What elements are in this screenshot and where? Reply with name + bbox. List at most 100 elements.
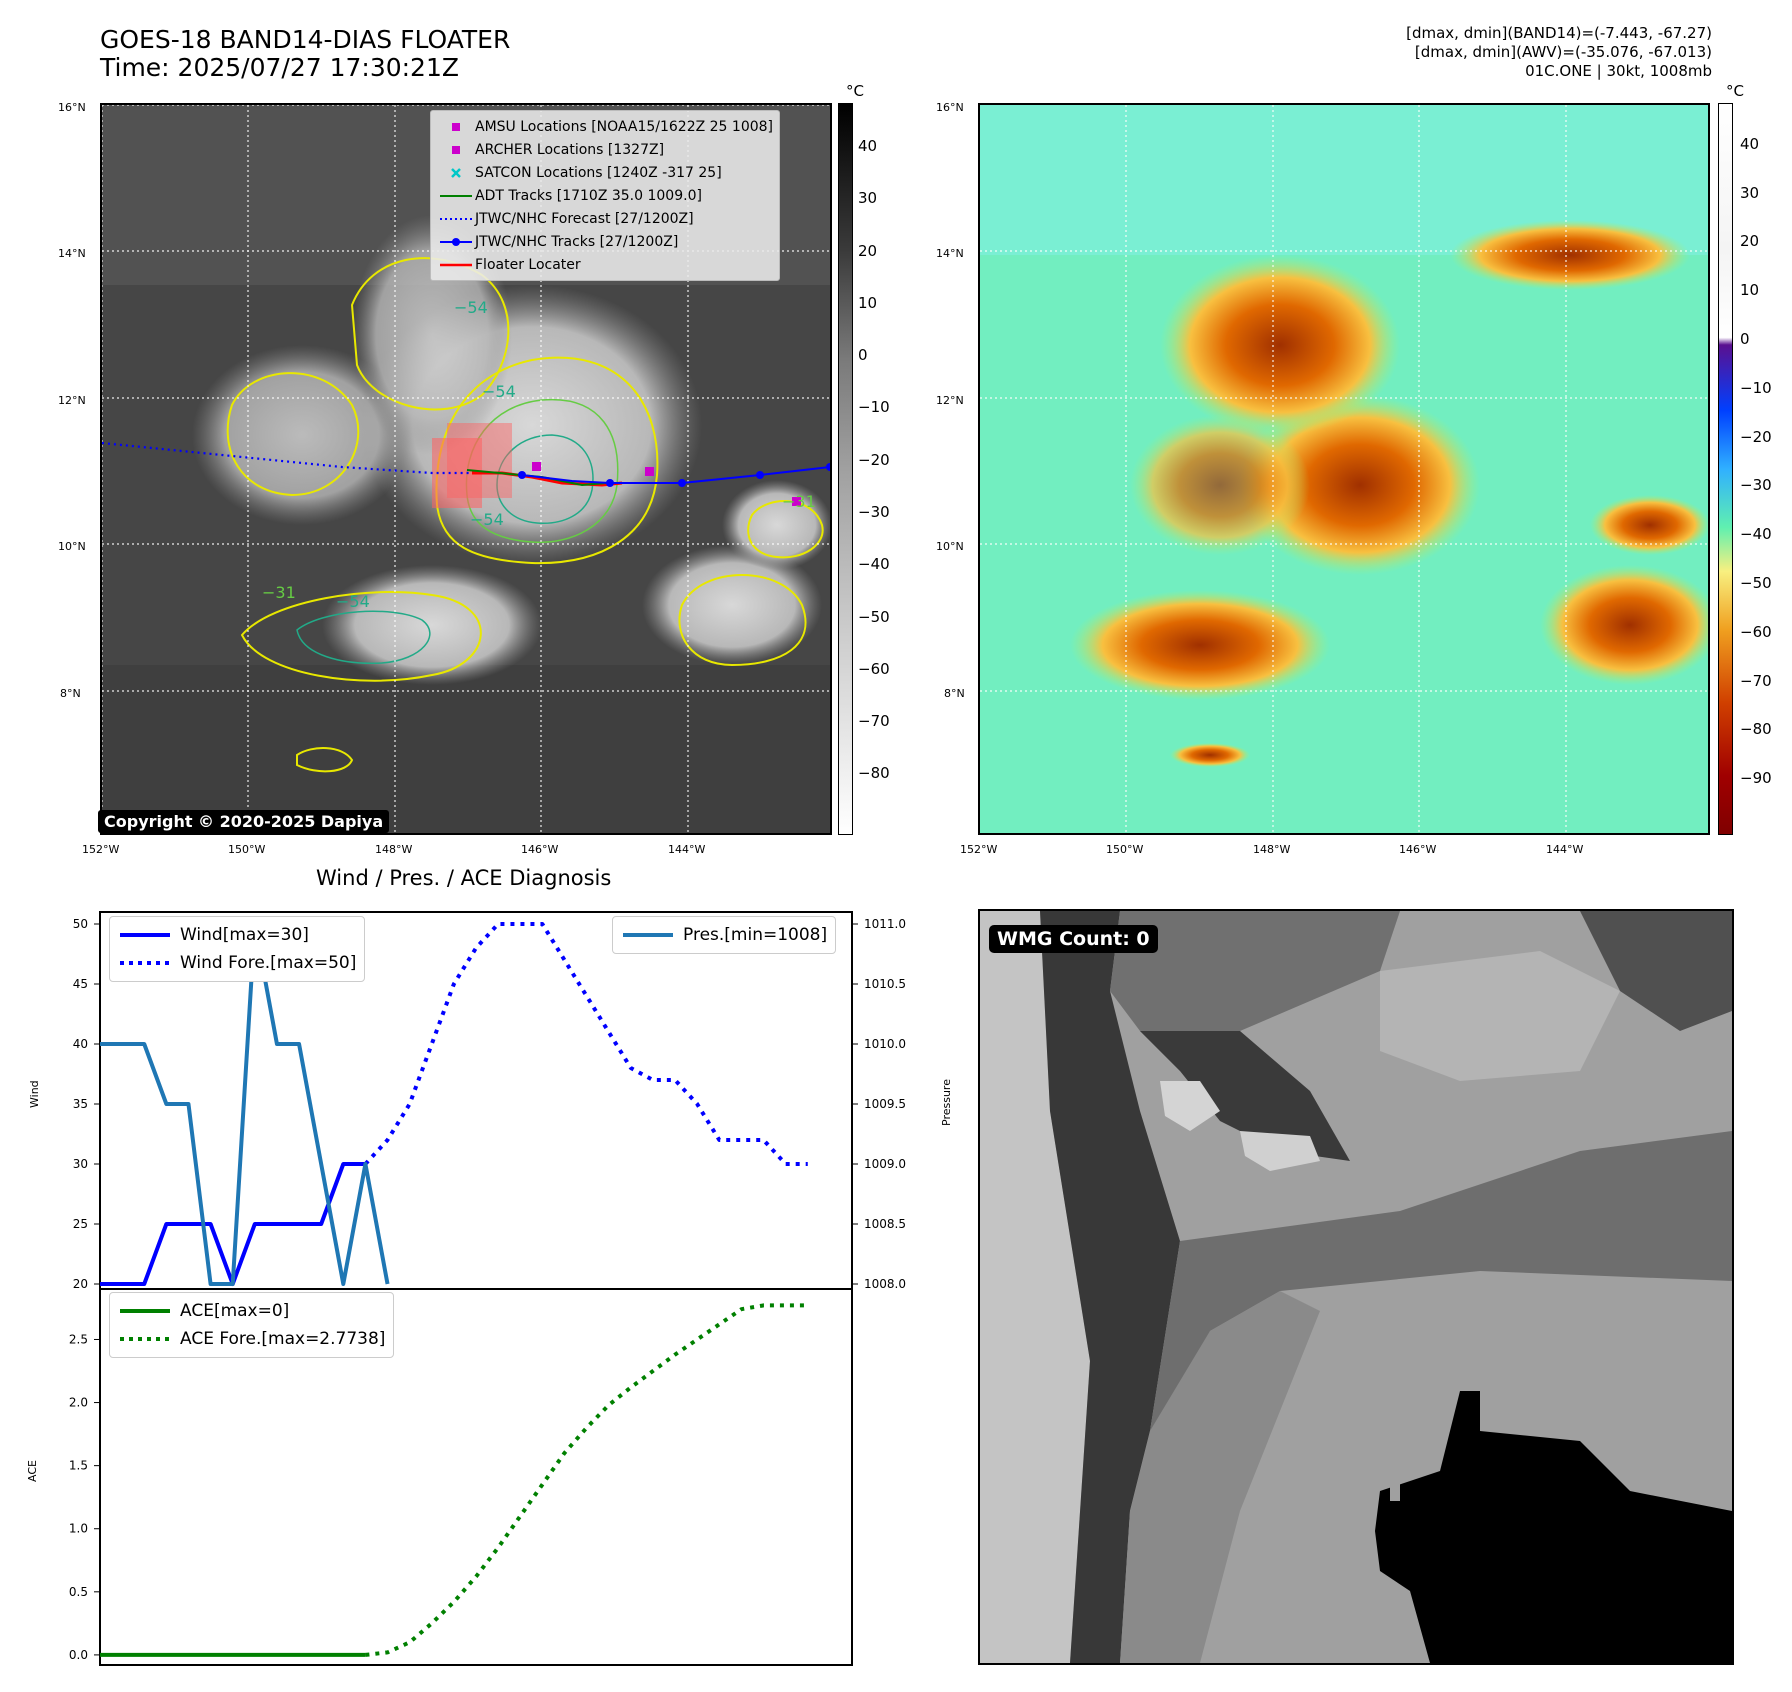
- solid-line-icon: [120, 933, 170, 937]
- lon-label: 150°W: [1106, 843, 1144, 856]
- square-marker-icon: [437, 121, 475, 133]
- colorbar-tick-label: −20: [858, 450, 890, 469]
- solid-line-icon: [623, 933, 673, 937]
- y-tick-label: 20: [73, 1277, 88, 1291]
- legend-item: Pres.[min=1008]: [621, 921, 827, 949]
- lat-label: 14°N: [936, 247, 964, 260]
- lon-label: 144°W: [668, 843, 706, 856]
- ace-axis-label: ACE: [26, 1460, 39, 1482]
- series-line: [100, 922, 390, 1286]
- y-tick-label: 1.5: [69, 1459, 88, 1473]
- dotted-line-icon: [120, 961, 170, 965]
- y2-tick-label: 1009.5: [864, 1097, 906, 1111]
- y2-tick-label: 1011.0: [864, 917, 906, 931]
- lon-label: 146°W: [1399, 843, 1437, 856]
- colorbar-tick-label: −40: [1740, 525, 1772, 544]
- y2-tick-label: 1009.0: [864, 1157, 906, 1171]
- legend-item: ADT Tracks [1710Z 35.0 1009.0]: [437, 184, 773, 207]
- colorbar-tick-label: −10: [858, 398, 890, 417]
- awv-colorbar-unit: °C: [1726, 82, 1744, 100]
- colorbar-tick-label: −30: [1740, 476, 1772, 495]
- colorbar-tick-label: −70: [858, 712, 890, 731]
- figure-title: GOES-18 BAND14-DIAS FLOATER Time: 2025/0…: [100, 25, 511, 82]
- awv-map-image: [980, 105, 1708, 833]
- y-tick-label: 1.0: [69, 1522, 88, 1536]
- colorbar-tick-label: −90: [1740, 769, 1772, 788]
- lat-label: 14°N: [58, 247, 86, 260]
- dotted-line-icon: [437, 216, 475, 222]
- colorbar-tick-label: 20: [1740, 232, 1760, 251]
- contour-label: −54: [470, 510, 504, 529]
- colorbar-tick-label: −80: [1740, 720, 1772, 739]
- lon-label: 146°W: [521, 843, 559, 856]
- ir-colorbar: [838, 103, 853, 835]
- colorbar-tick-label: −20: [1740, 427, 1772, 446]
- dotted-line-icon: [120, 1337, 170, 1341]
- pressure-axis-label: Pressure: [940, 1079, 953, 1126]
- line-dot-icon: [437, 237, 475, 247]
- colorbar-tick-label: −50: [858, 607, 890, 626]
- legend-item: JTWC/NHC Tracks [27/1200Z]: [437, 230, 773, 253]
- legend-item: SATCON Locations [1240Z -317 25]: [437, 161, 773, 184]
- y-tick-label: 0.5: [69, 1585, 88, 1599]
- y2-tick-label: 1010.5: [864, 977, 906, 991]
- contour-label: −54: [336, 592, 370, 611]
- diag-title: Wind / Pres. / ACE Diagnosis: [316, 866, 612, 890]
- colorbar-tick-label: 20: [858, 241, 878, 260]
- y-tick-label: 30: [73, 1157, 88, 1171]
- colorbar-tick-label: −60: [858, 659, 890, 678]
- wmg-panel: [978, 909, 1734, 1665]
- y-tick-label: 50: [73, 917, 88, 931]
- lat-label: 16°N: [936, 101, 964, 114]
- legend-item: ACE[max=0]: [118, 1297, 385, 1325]
- ace-legend: ACE[max=0] ACE Fore.[max=2.7738]: [109, 1292, 395, 1358]
- ir-colorbar-unit: °C: [846, 82, 864, 100]
- diag-chart: 20 25 30 35 40 45 50 1008.0 1008.5 1009.0 1009.5 10…: [69, 911, 906, 1666]
- pressure-legend: Pres.[min=1008]: [612, 916, 837, 954]
- lat-label: 10°N: [58, 540, 86, 553]
- wind-axis-label: Wind: [28, 1080, 41, 1108]
- square-marker-icon: [437, 144, 475, 156]
- colorbar-tick-label: 30: [858, 189, 878, 208]
- x-marker-icon: [437, 167, 475, 179]
- lat-label: 8°N: [944, 687, 965, 700]
- legend-item: Floater Locater: [437, 253, 773, 276]
- solid-line-icon: [120, 1309, 170, 1313]
- lon-label: 148°W: [375, 843, 413, 856]
- lat-label: 12°N: [58, 394, 86, 407]
- legend-item: JTWC/NHC Forecast [27/1200Z]: [437, 207, 773, 230]
- series-line: [363, 922, 808, 1166]
- y-tick-label: 0.0: [69, 1648, 88, 1662]
- lat-label: 16°N: [58, 101, 86, 114]
- colorbar-tick-label: −10: [1740, 378, 1772, 397]
- wind-legend: Wind[max=30] Wind Fore.[max=50]: [109, 916, 366, 982]
- contour-label: −31: [782, 492, 816, 511]
- lat-label: 8°N: [60, 687, 81, 700]
- lon-label: 152°W: [82, 843, 120, 856]
- line-icon: [437, 262, 475, 268]
- colorbar-tick-label: 30: [1740, 183, 1760, 202]
- y2-tick-label: 1010.0: [864, 1037, 906, 1051]
- lon-label: 152°W: [960, 843, 998, 856]
- y-tick-label: 35: [73, 1097, 88, 1111]
- y-tick-label: 45: [73, 977, 88, 991]
- colorbar-tick-label: 40: [1740, 134, 1760, 153]
- wmg-image: [980, 911, 1732, 1663]
- lon-label: 150°W: [228, 843, 266, 856]
- colorbar-tick-label: 40: [858, 136, 878, 155]
- colorbar-tick-label: 10: [858, 293, 878, 312]
- colorbar-tick-label: −80: [858, 764, 890, 783]
- series-line: [365, 1303, 808, 1657]
- y2-tick-label: 1008.0: [864, 1277, 906, 1291]
- lat-label: 10°N: [936, 540, 964, 553]
- wmg-count-badge: WMG Count: 0: [989, 925, 1158, 953]
- legend-item: AMSU Locations [NOAA15/1622Z 25 1008]: [437, 115, 773, 138]
- colorbar-tick-label: −40: [858, 555, 890, 574]
- y2-tick-label: 1008.5: [864, 1217, 906, 1231]
- contour-label: −54: [482, 382, 516, 401]
- contour-label: −54: [454, 298, 488, 317]
- colorbar-tick-label: −70: [1740, 671, 1772, 690]
- line-icon: [437, 193, 475, 199]
- y-tick-label: 2.0: [69, 1396, 88, 1410]
- awv-map-panel: [978, 103, 1710, 835]
